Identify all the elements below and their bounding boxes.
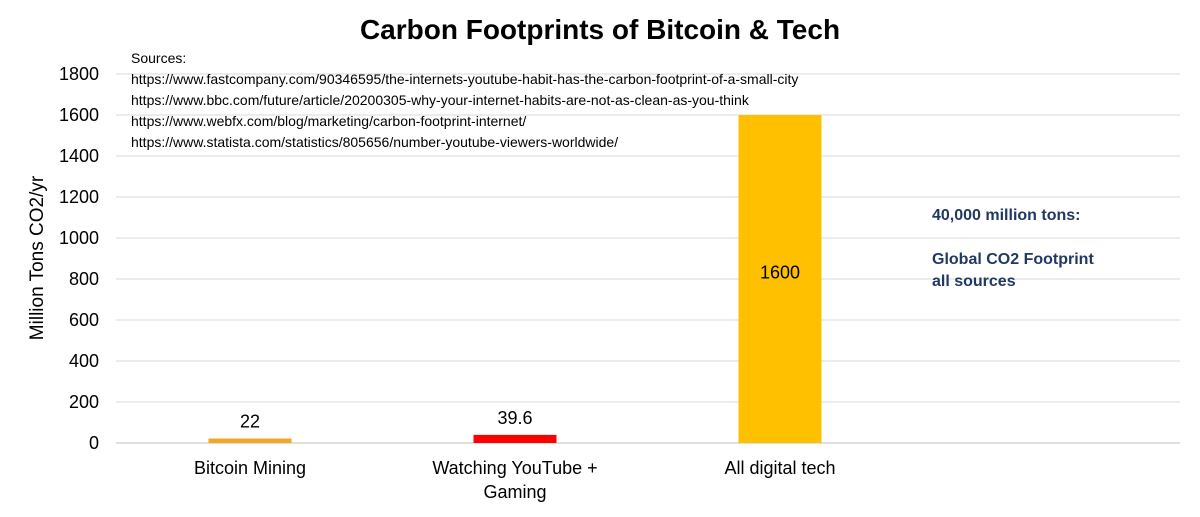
y-tick-label: 1200 [59,187,99,207]
source-link[interactable]: https://www.bbc.com/future/article/20200… [131,92,749,108]
y-tick-label: 400 [69,351,99,371]
y-tick-label: 1600 [59,105,99,125]
y-tick-label: 200 [69,392,99,412]
source-link[interactable]: https://www.statista.com/statistics/8056… [131,134,619,150]
x-tick-label-line: Watching YouTube + [432,458,597,478]
global-footprint-annotation: 40,000 million tons: Global CO2 Footprin… [932,205,1094,293]
source-link[interactable]: https://www.fastcompany.com/90346595/the… [131,71,799,87]
chart-title: Carbon Footprints of Bitcoin & Tech [359,14,841,45]
y-tick-label: 800 [69,269,99,289]
annotation-line: 40,000 million tons: [932,207,1081,224]
y-tick-label: 0 [89,433,99,453]
y-tick-label: 600 [69,310,99,330]
source-link[interactable]: https://www.webfx.com/blog/marketing/car… [131,113,527,129]
y-tick-label: 1800 [59,64,99,84]
x-tick-label-line: All digital tech [724,458,835,478]
data-label: 22 [240,411,260,431]
y-tick-label: 1400 [59,146,99,166]
data-label: 39.6 [497,408,532,428]
annotation-line: Global CO2 Footprint [932,251,1094,268]
x-tick-label: Watching YouTube + Gaming [432,458,597,502]
y-tick-label: 1000 [59,228,99,248]
sources-heading: Sources: [131,50,187,66]
x-tick-label-line: Bitcoin Mining [194,458,306,478]
x-tick-label: Bitcoin Mining [194,458,306,478]
x-tick-label-line: Gaming [483,482,546,502]
annotation-line: all sources [932,273,1016,290]
y-axis-label: Million Tons CO2/yr [27,175,48,340]
x-tick-label: All digital tech [724,458,835,478]
bar [473,434,557,443]
data-label: 1600 [760,263,800,283]
bar [738,115,822,443]
sources-block: Sources: https://www.fastcompany.com/903… [131,48,798,153]
bar [208,438,292,443]
